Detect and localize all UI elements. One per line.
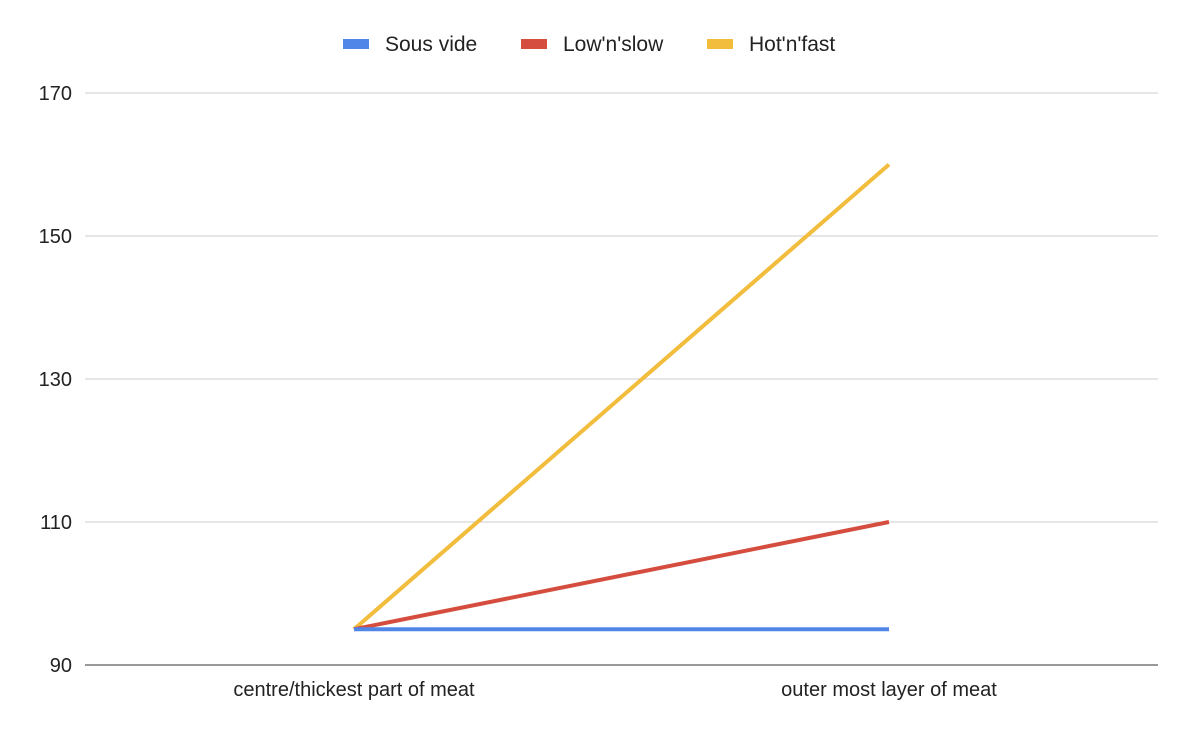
series-line <box>352 162 891 631</box>
y-tick-label: 130 <box>39 369 72 391</box>
legend-label: Low'n'slow <box>563 33 664 56</box>
legend-swatch <box>521 39 547 49</box>
y-tick-label: 90 <box>50 655 72 677</box>
x-axis-ticks: centre/thickest part of meat outer most l… <box>233 679 997 701</box>
series-lines <box>352 162 891 632</box>
y-tick-label: 170 <box>39 83 72 105</box>
legend: Sous vide Low'n'slow Hot'n'fast <box>343 33 835 56</box>
y-axis-ticks: 90 110 130 150 170 <box>39 83 72 677</box>
y-tick-label: 150 <box>39 226 72 248</box>
legend-label: Hot'n'fast <box>749 33 835 56</box>
legend-swatch <box>343 39 369 49</box>
x-tick-label: centre/thickest part of meat <box>233 679 475 701</box>
y-tick-label: 110 <box>40 512 72 534</box>
series-line <box>353 520 890 632</box>
legend-label: Sous vide <box>385 33 477 56</box>
x-tick-label: outer most layer of meat <box>781 679 997 701</box>
gridlines <box>85 92 1158 666</box>
legend-swatch <box>707 39 733 49</box>
